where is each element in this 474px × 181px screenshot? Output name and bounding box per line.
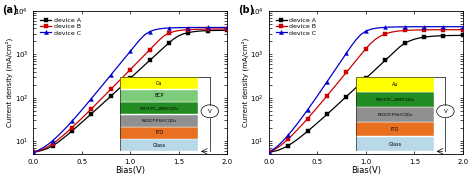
Circle shape [201, 105, 219, 118]
Text: V: V [444, 109, 447, 114]
Legend: device A, device B, device C: device A, device B, device C [274, 16, 319, 37]
Circle shape [437, 105, 454, 118]
Legend: device A, device B, device C: device A, device B, device C [38, 16, 83, 37]
X-axis label: Bias(V): Bias(V) [351, 167, 381, 175]
Text: (b): (b) [237, 5, 254, 15]
X-axis label: Bias(V): Bias(V) [115, 167, 145, 175]
Text: V: V [208, 109, 212, 114]
Y-axis label: Current density (mA/cm²): Current density (mA/cm²) [241, 38, 249, 127]
Text: (a): (a) [2, 5, 18, 15]
Y-axis label: Current density (mA/cm²): Current density (mA/cm²) [6, 38, 13, 127]
